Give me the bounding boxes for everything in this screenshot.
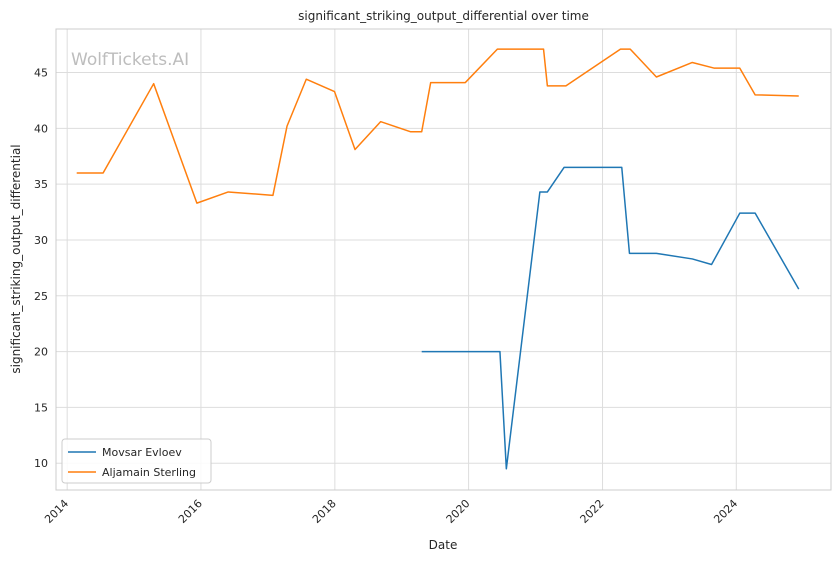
- grid: [56, 29, 831, 490]
- legend-label-movsar-evloev: Movsar Evloev: [102, 446, 182, 459]
- legend-label-aljamain-sterling: Aljamain Sterling: [102, 466, 196, 479]
- series-line-movsar-evloev: [421, 166, 800, 470]
- y-tick-label: 20: [34, 346, 48, 359]
- x-axis-label: Date: [429, 538, 458, 552]
- y-tick-label: 30: [34, 234, 48, 247]
- y-axis-label: significant_striking_output_differential: [9, 144, 23, 373]
- series-line-aljamain-sterling: [76, 48, 799, 204]
- plot-frame: [55, 28, 832, 491]
- legend-box: [61, 438, 212, 484]
- y-tick-label: 15: [34, 401, 48, 414]
- watermark: WolfTickets.AI: [71, 50, 189, 70]
- chart-title: significant_striking_output_differential…: [298, 9, 589, 23]
- y-axis-ticks: 10 15 20 25 30 35 40 45: [34, 67, 48, 471]
- y-tick-label: 45: [34, 67, 48, 80]
- legend: Movsar Evloev Aljamain Sterling: [61, 438, 212, 484]
- y-tick-label: 25: [34, 290, 48, 303]
- y-tick-label: 10: [34, 457, 48, 470]
- y-tick-label: 35: [34, 178, 48, 191]
- y-tick-label: 40: [34, 122, 48, 135]
- series-layer: [76, 48, 800, 470]
